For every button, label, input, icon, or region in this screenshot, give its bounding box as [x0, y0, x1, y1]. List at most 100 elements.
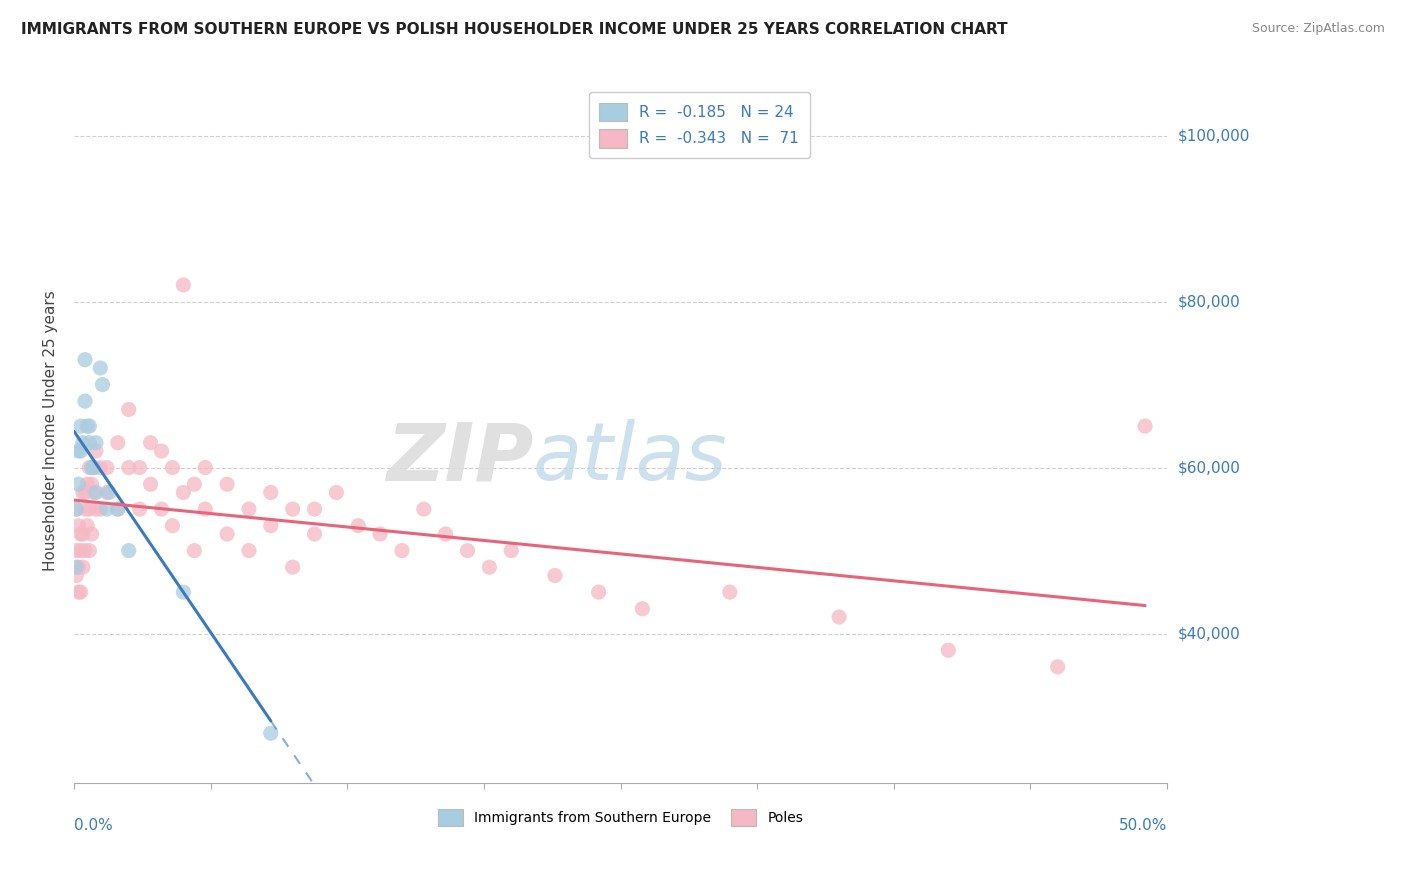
Point: [83, 460, 105, 475]
Point: [83, 485, 105, 500]
Text: atlas: atlas: [533, 419, 728, 498]
Text: $60,000: $60,000: [1178, 460, 1241, 475]
Point: [194, 502, 217, 516]
Point: [84, 485, 107, 500]
Point: [304, 502, 326, 516]
Point: [107, 502, 129, 516]
Point: [260, 726, 283, 740]
Point: [544, 568, 567, 582]
Point: [69, 527, 91, 541]
Point: [80, 460, 103, 475]
Point: [72, 527, 94, 541]
Point: [128, 460, 150, 475]
Point: [162, 460, 184, 475]
Point: [718, 585, 741, 599]
Point: [183, 543, 205, 558]
Point: [368, 527, 391, 541]
Point: [84, 435, 107, 450]
Point: [457, 543, 479, 558]
Point: [938, 643, 960, 657]
Point: [150, 444, 173, 458]
Text: Source: ZipAtlas.com: Source: ZipAtlas.com: [1251, 22, 1385, 36]
Point: [238, 543, 260, 558]
Point: [194, 460, 217, 475]
Point: [631, 601, 654, 615]
Point: [107, 435, 129, 450]
Point: [478, 560, 501, 574]
Point: [67, 477, 90, 491]
Point: [79, 543, 101, 558]
Point: [347, 518, 370, 533]
Point: [217, 527, 239, 541]
Point: [172, 485, 194, 500]
Point: [150, 502, 173, 516]
Point: [588, 585, 610, 599]
Point: [325, 485, 347, 500]
Point: [72, 560, 94, 574]
Point: [217, 477, 239, 491]
Point: [96, 485, 118, 500]
Point: [76, 419, 98, 434]
Point: [73, 502, 96, 516]
Legend: Immigrants from Southern Europe, Poles: Immigrants from Southern Europe, Poles: [430, 802, 810, 832]
Point: [281, 502, 304, 516]
Point: [391, 543, 413, 558]
Point: [69, 444, 91, 458]
Point: [118, 543, 141, 558]
Point: [72, 485, 94, 500]
Point: [162, 518, 184, 533]
Text: 0.0%: 0.0%: [75, 818, 112, 833]
Point: [69, 419, 91, 434]
Point: [412, 502, 434, 516]
Point: [260, 485, 283, 500]
Point: [76, 477, 98, 491]
Point: [139, 477, 162, 491]
Point: [128, 502, 150, 516]
Point: [69, 585, 91, 599]
Point: [107, 502, 129, 516]
Point: [98, 485, 121, 500]
Point: [72, 435, 94, 450]
Point: [118, 402, 141, 417]
Point: [89, 361, 111, 376]
Point: [67, 444, 90, 458]
Point: [172, 585, 194, 599]
Point: [183, 477, 205, 491]
Point: [89, 460, 111, 475]
Point: [118, 460, 141, 475]
Point: [91, 377, 114, 392]
Text: $40,000: $40,000: [1178, 626, 1240, 641]
Point: [76, 518, 98, 533]
Point: [73, 485, 96, 500]
Point: [828, 610, 851, 624]
Point: [83, 460, 105, 475]
Y-axis label: Householder Income Under 25 years: Householder Income Under 25 years: [44, 290, 58, 571]
Point: [139, 435, 162, 450]
Point: [260, 518, 283, 533]
Text: $100,000: $100,000: [1178, 128, 1250, 143]
Point: [281, 560, 304, 574]
Point: [96, 502, 118, 516]
Point: [67, 560, 90, 574]
Point: [65, 543, 87, 558]
Point: [80, 527, 103, 541]
Text: IMMIGRANTS FROM SOUTHERN EUROPE VS POLISH HOUSEHOLDER INCOME UNDER 25 YEARS CORR: IMMIGRANTS FROM SOUTHERN EUROPE VS POLIS…: [21, 22, 1008, 37]
Point: [67, 585, 90, 599]
Point: [89, 502, 111, 516]
Text: ZIP: ZIP: [385, 419, 533, 498]
Point: [238, 502, 260, 516]
Point: [65, 502, 87, 516]
Point: [67, 518, 90, 533]
Point: [172, 277, 194, 292]
Point: [1046, 660, 1069, 674]
Text: $80,000: $80,000: [1178, 294, 1240, 309]
Point: [79, 460, 101, 475]
Text: 50.0%: 50.0%: [1119, 818, 1167, 833]
Point: [84, 502, 107, 516]
Point: [304, 527, 326, 541]
Point: [65, 502, 87, 516]
Point: [69, 543, 91, 558]
Point: [79, 502, 101, 516]
Point: [73, 394, 96, 409]
Point: [1133, 419, 1156, 434]
